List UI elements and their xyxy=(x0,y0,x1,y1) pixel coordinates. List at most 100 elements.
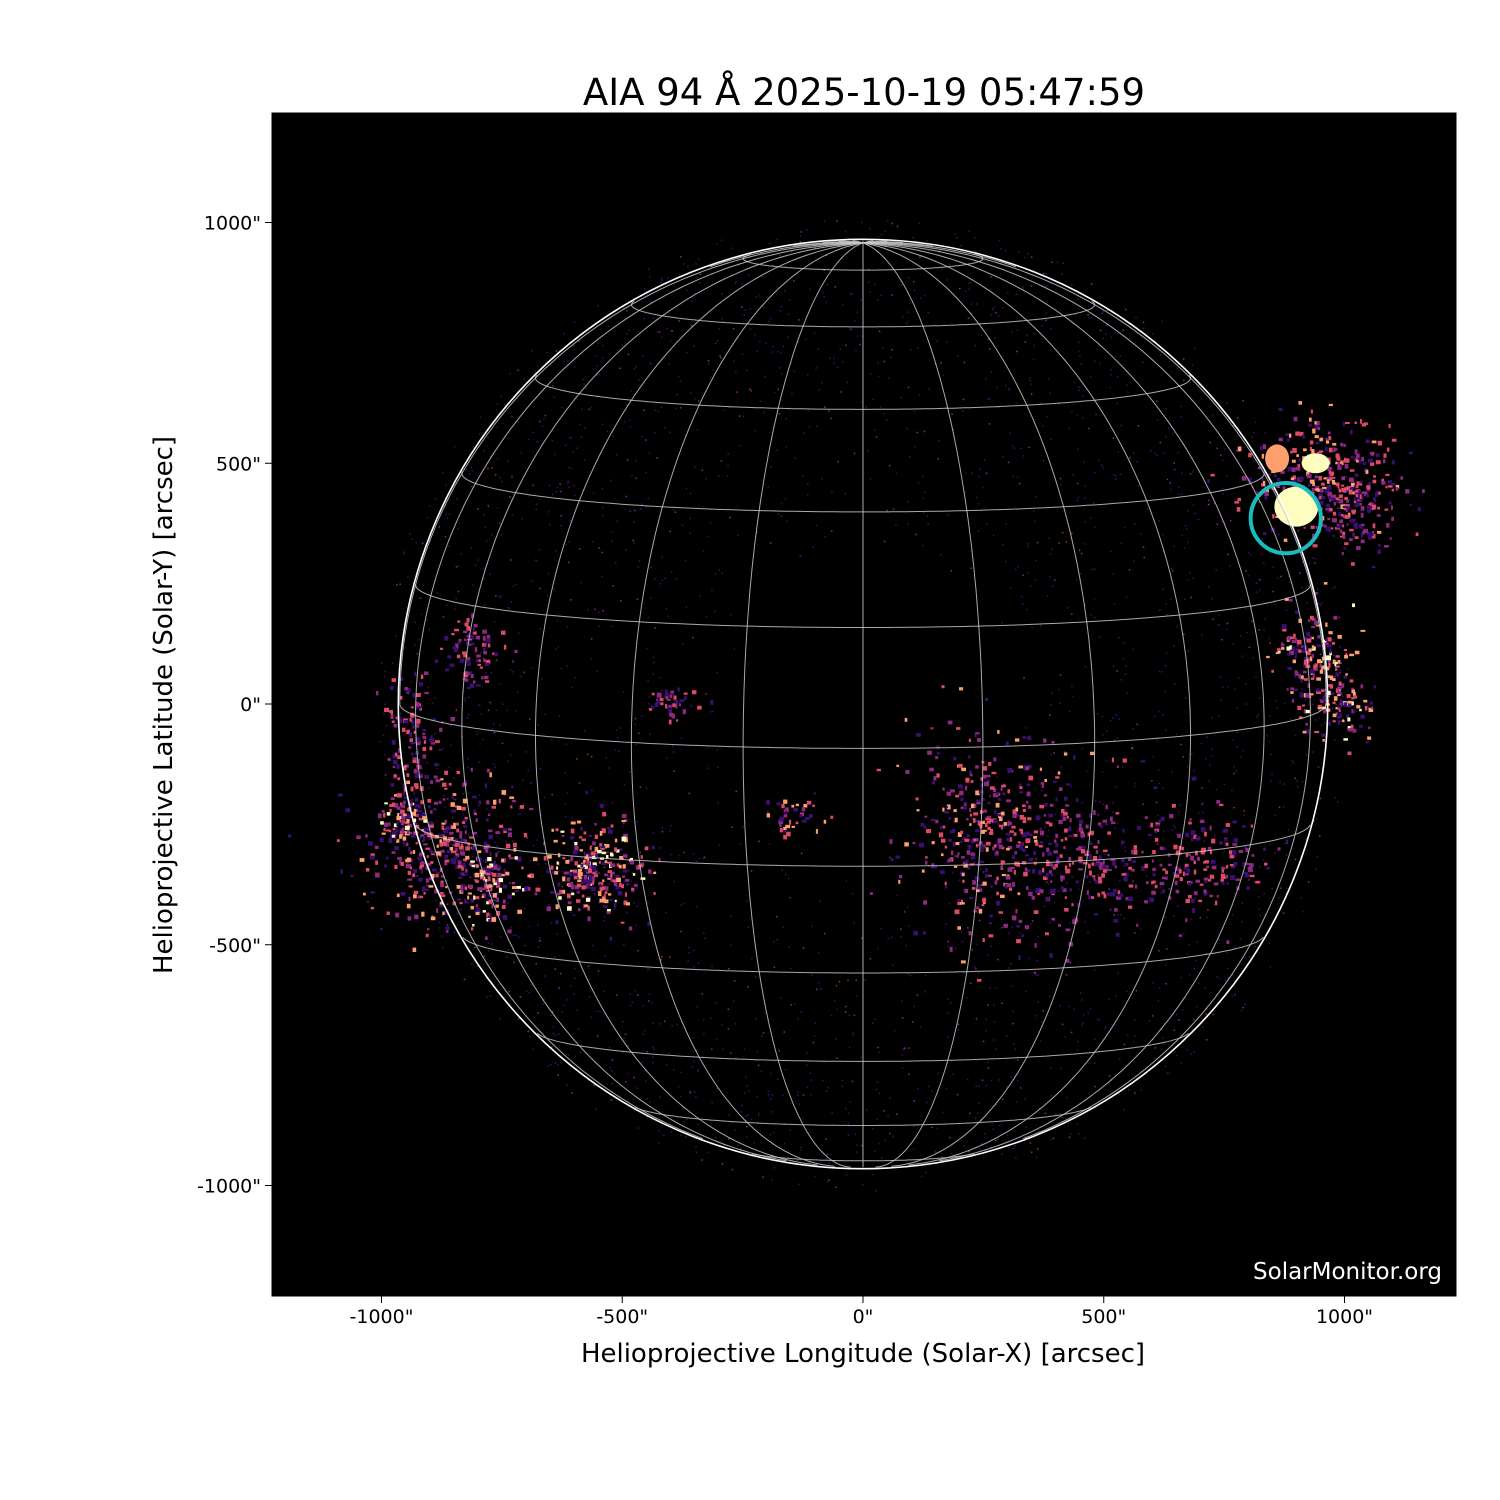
emission-pixel xyxy=(941,1155,943,1158)
emission-pixel xyxy=(622,864,626,869)
emission-pixel xyxy=(1311,557,1314,559)
emission-pixel xyxy=(576,872,580,877)
emission-pixel xyxy=(798,319,800,321)
emission-pixel xyxy=(635,865,638,870)
emission-pixel xyxy=(796,1159,799,1161)
emission-pixel xyxy=(923,511,925,514)
emission-pixel xyxy=(1045,872,1049,878)
emission-pixel xyxy=(1204,986,1206,989)
emission-pixel xyxy=(856,311,859,313)
emission-pixel xyxy=(1051,741,1055,744)
emission-pixel xyxy=(633,368,636,370)
emission-pixel xyxy=(1087,863,1091,869)
emission-pixel xyxy=(1184,525,1187,527)
emission-pixel xyxy=(416,653,419,655)
emission-pixel xyxy=(1314,558,1316,560)
emission-pixel xyxy=(697,962,700,964)
emission-pixel xyxy=(757,1064,760,1067)
emission-pixel xyxy=(1314,668,1319,672)
emission-pixel xyxy=(920,1175,923,1178)
emission-pixel xyxy=(590,887,596,892)
emission-pixel xyxy=(1035,889,1040,893)
emission-pixel xyxy=(926,515,929,518)
emission-pixel xyxy=(505,956,508,958)
emission-pixel xyxy=(597,342,600,344)
emission-pixel xyxy=(644,1069,647,1072)
emission-pixel xyxy=(615,849,620,853)
emission-pixel xyxy=(1000,894,1005,899)
emission-pixel xyxy=(978,841,983,845)
emission-pixel xyxy=(1305,722,1308,726)
emission-pixel xyxy=(462,792,464,795)
emission-pixel xyxy=(1294,675,1297,678)
emission-pixel xyxy=(842,304,844,306)
emission-pixel xyxy=(827,1181,829,1183)
emission-pixel xyxy=(698,505,700,507)
emission-pixel xyxy=(481,676,484,680)
emission-pixel xyxy=(443,829,448,834)
emission-pixel xyxy=(1339,669,1342,672)
emission-pixel xyxy=(619,855,624,860)
emission-pixel xyxy=(966,997,968,999)
emission-pixel xyxy=(507,902,509,904)
emission-pixel xyxy=(906,523,909,525)
emission-pixel xyxy=(1006,1035,1008,1037)
emission-pixel xyxy=(444,635,449,641)
emission-pixel xyxy=(538,549,541,551)
emission-pixel xyxy=(420,674,424,680)
emission-pixel xyxy=(529,860,531,862)
emission-pixel xyxy=(385,724,388,727)
emission-pixel xyxy=(1340,460,1344,466)
emission-pixel xyxy=(1004,250,1007,252)
emission-pixel xyxy=(1076,882,1078,884)
emission-pixel xyxy=(1334,666,1338,670)
emission-pixel xyxy=(697,705,702,710)
emission-pixel xyxy=(385,829,390,832)
emission-pixel xyxy=(913,1125,915,1128)
emission-pixel xyxy=(1386,447,1390,452)
emission-pixel xyxy=(955,841,960,846)
emission-pixel xyxy=(1050,753,1053,756)
emission-pixel xyxy=(399,860,402,865)
emission-pixel xyxy=(617,890,623,896)
emission-pixel xyxy=(1184,873,1189,876)
emission-pixel xyxy=(1012,809,1016,815)
emission-pixel xyxy=(1377,549,1382,554)
emission-pixel xyxy=(1341,551,1344,556)
emission-pixel xyxy=(1185,697,1187,699)
emission-pixel xyxy=(845,344,847,347)
emission-pixel xyxy=(671,1024,673,1027)
emission-pixel xyxy=(427,889,430,892)
emission-pixel xyxy=(1034,579,1037,581)
emission-pixel xyxy=(1028,957,1030,960)
emission-pixel xyxy=(431,873,435,879)
emission-pixel xyxy=(945,406,947,409)
emission-pixel xyxy=(443,794,445,797)
emission-pixel xyxy=(468,792,470,794)
emission-pixel xyxy=(1289,581,1291,584)
emission-pixel xyxy=(529,808,534,811)
emission-pixel xyxy=(416,765,422,770)
emission-pixel xyxy=(1247,551,1250,554)
emission-pixel xyxy=(683,696,687,700)
emission-pixel xyxy=(942,807,945,812)
emission-pixel xyxy=(1343,547,1347,550)
emission-pixel xyxy=(1072,473,1074,476)
emission-pixel xyxy=(678,272,681,275)
emission-pixel xyxy=(997,823,999,825)
emission-pixel xyxy=(1099,824,1103,828)
emission-pixel xyxy=(479,666,483,669)
emission-pixel xyxy=(415,809,419,812)
emission-pixel xyxy=(1327,517,1331,521)
emission-pixel xyxy=(587,916,591,922)
emission-pixel xyxy=(1290,477,1295,480)
emission-pixel xyxy=(1370,701,1373,705)
emission-pixel xyxy=(1244,846,1247,849)
emission-pixel xyxy=(869,227,871,230)
emission-pixel xyxy=(1210,859,1216,864)
emission-pixel xyxy=(468,714,470,716)
emission-pixel xyxy=(745,1136,748,1138)
emission-pixel xyxy=(1001,846,1005,850)
emission-pixel xyxy=(1072,861,1075,865)
emission-pixel xyxy=(1171,803,1176,808)
